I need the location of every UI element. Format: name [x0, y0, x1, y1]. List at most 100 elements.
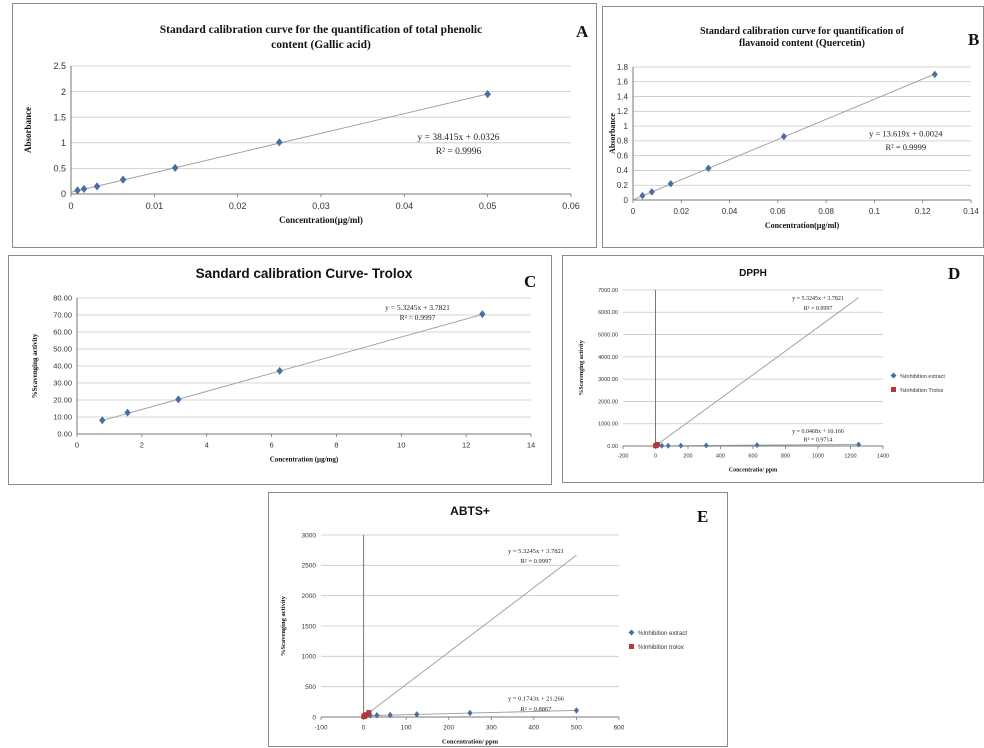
chart-d-x-tick-label: -200: [617, 454, 628, 460]
chart-a-point: [74, 186, 81, 194]
panel-letter-c: C: [524, 272, 536, 292]
panel-letter-b: B: [968, 30, 979, 50]
chart-d-point: [655, 442, 660, 447]
chart-e-x-tick-label: 0: [362, 725, 366, 732]
chart-d-title: DPPH: [739, 268, 767, 279]
chart-b-x-tick-label: 0.12: [915, 207, 931, 216]
chart-e-title: ABTS+: [450, 504, 490, 518]
chart-panel-d: DPPH 0.00 1000.00 2000.00 3000.00 4000.00 5000…: [562, 255, 984, 483]
chart-e-y-tick-label: 2500: [302, 563, 317, 570]
chart-b-y-tick-label: 1.8: [617, 63, 629, 72]
chart-a-x-tick-label: 0.05: [479, 201, 497, 211]
chart-d-x-tick-label: 0: [654, 454, 657, 460]
chart-a-point: [120, 176, 127, 184]
chart-e-legend-label: %Inhibition trolox: [638, 645, 684, 651]
chart-c-x-tick-label: 12: [462, 441, 470, 450]
chart-d-equation-label: R² = 0.9714: [804, 438, 833, 444]
chart-b-x-tick-label: 0.02: [673, 207, 689, 216]
chart-d-y-tick-label: 0.00: [607, 444, 618, 450]
chart-d-point: [755, 442, 760, 448]
chart-c-point: [276, 367, 282, 375]
chart-b-x-tick-label: 0.08: [818, 207, 834, 216]
chart-b-y-tick-label: 1: [624, 122, 629, 131]
chart-e-y-tick-label: 2000: [302, 593, 317, 600]
chart-d-point: [704, 442, 709, 448]
panel-letter-a: A: [576, 22, 588, 42]
chart-b-y-tick-label: 0.4: [617, 166, 629, 175]
chart-c-y-tick-label: 50.00: [53, 345, 72, 354]
chart-b-point: [639, 192, 645, 200]
chart-d-y-tick-label: 5000.00: [598, 332, 618, 338]
chart-c-y-axis-label: %Scavenging activity: [31, 333, 39, 398]
chart-a-point: [276, 138, 283, 146]
chart-e-x-tick-label: -100: [314, 725, 327, 732]
chart-d-x-axis-label: Concentratio/ ppm: [729, 468, 778, 474]
chart-d-legend-label: %Inhibition Trolox: [900, 388, 944, 394]
chart-c-x-tick-label: 10: [397, 441, 405, 450]
chart-d-legend-marker: [891, 387, 896, 392]
chart-e-x-tick-label: 500: [571, 725, 582, 732]
panel-letter-e: E: [697, 507, 708, 527]
chart-e-x-tick-label: 200: [443, 725, 454, 732]
chart-b-x-tick-label: 0.06: [770, 207, 786, 216]
chart-d-y-tick-label: 1000.00: [598, 422, 618, 428]
chart-d-x-tick-label: 1200: [844, 454, 856, 460]
chart-c-y-tick-label: 40.00: [53, 362, 72, 371]
chart-e-legend-label: %Inhibition extract: [638, 631, 687, 637]
chart-a-point: [172, 164, 179, 172]
chart-e-x-tick-label: 400: [528, 725, 539, 732]
chart-d-x-tick-label: 1000: [812, 454, 824, 460]
chart-d-equation-label: y = 0.0468x + 10.166: [792, 429, 844, 435]
chart-b-y-axis-label: Absorbance: [608, 113, 617, 154]
chart-panel-e: ABTS+ 0 500 1000 1500 2000 2500 3000 -100 0 100 200…: [268, 492, 728, 747]
chart-b-x-tick-label: 0.14: [963, 207, 979, 216]
chart-c-x-tick-label: 6: [269, 441, 273, 450]
chart-a-equation-label: R² = 0.9996: [436, 147, 482, 157]
chart-e-x-tick-label: 300: [486, 725, 497, 732]
chart-c-y-tick-label: 80.00: [53, 294, 72, 303]
chart-e-point: [374, 712, 379, 719]
chart-d-x-tick-label: 800: [781, 454, 790, 460]
chart-c-point: [175, 395, 181, 403]
chart-b-x-axis-label: Concentration(µg/ml): [765, 221, 840, 230]
chart-e-trendline-1: [364, 555, 577, 717]
chart-d-legend-label: %Inhibition extract: [900, 374, 945, 380]
chart-d-point: [659, 443, 664, 449]
chart-e-y-tick-label: 500: [305, 684, 316, 691]
chart-e-x-tick-label: 600: [614, 725, 625, 732]
chart-b-x-tick-label: 0.04: [722, 207, 738, 216]
chart-c-equation-label: y = 5.3245x + 3.7821: [385, 303, 450, 312]
chart-e-equation-label: y = 0.1743x + 21.266: [508, 696, 565, 703]
chart-c-x-tick-label: 0: [75, 441, 79, 450]
chart-a-y-tick-label: 0: [61, 189, 66, 199]
chart-a-x-tick-label: 0.01: [146, 201, 164, 211]
chart-e-x-tick-label: 100: [401, 725, 412, 732]
chart-b-x-tick-label: 0: [631, 207, 636, 216]
chart-c-y-tick-label: 30.00: [53, 379, 72, 388]
chart-e-y-tick-label: 1000: [302, 654, 317, 661]
chart-b-y-tick-label: 1.6: [617, 78, 629, 87]
chart-b-equation-label: y = 13.619x + 0.0024: [869, 128, 943, 138]
chart-d-plot: DPPH0.001000.002000.003000.004000.005000…: [563, 256, 984, 484]
chart-e-point: [366, 710, 371, 715]
chart-a-y-axis-label: Absorbance: [23, 107, 33, 153]
chart-e-y-tick-label: 3000: [302, 532, 317, 539]
chart-c-equation-label: R² = 0.9997: [400, 313, 436, 322]
chart-e-equation-label: R² = 0.9997: [520, 558, 552, 565]
chart-b-point: [649, 188, 655, 196]
chart-c-y-tick-label: 20.00: [53, 396, 72, 405]
chart-a-x-tick-label: 0.06: [562, 201, 580, 211]
chart-panel-a: Standard calibration curve for the quant…: [12, 3, 597, 248]
chart-a-point: [81, 185, 88, 193]
chart-b-point: [668, 180, 674, 188]
chart-e-legend-marker: [629, 630, 635, 636]
chart-b-y-tick-label: 0.6: [617, 151, 629, 160]
chart-c-y-tick-label: 60.00: [53, 328, 72, 337]
chart-b-y-tick-label: 0.8: [617, 137, 629, 146]
chart-e-point: [467, 710, 472, 717]
chart-e-y-tick-label: 0: [312, 714, 316, 721]
chart-b-y-tick-label: 0.2: [617, 181, 629, 190]
chart-b-y-tick-label: 1.2: [617, 107, 629, 116]
chart-c-title: Sandard calibration Curve- Trolox: [196, 266, 413, 281]
chart-d-legend-marker: [891, 373, 897, 379]
